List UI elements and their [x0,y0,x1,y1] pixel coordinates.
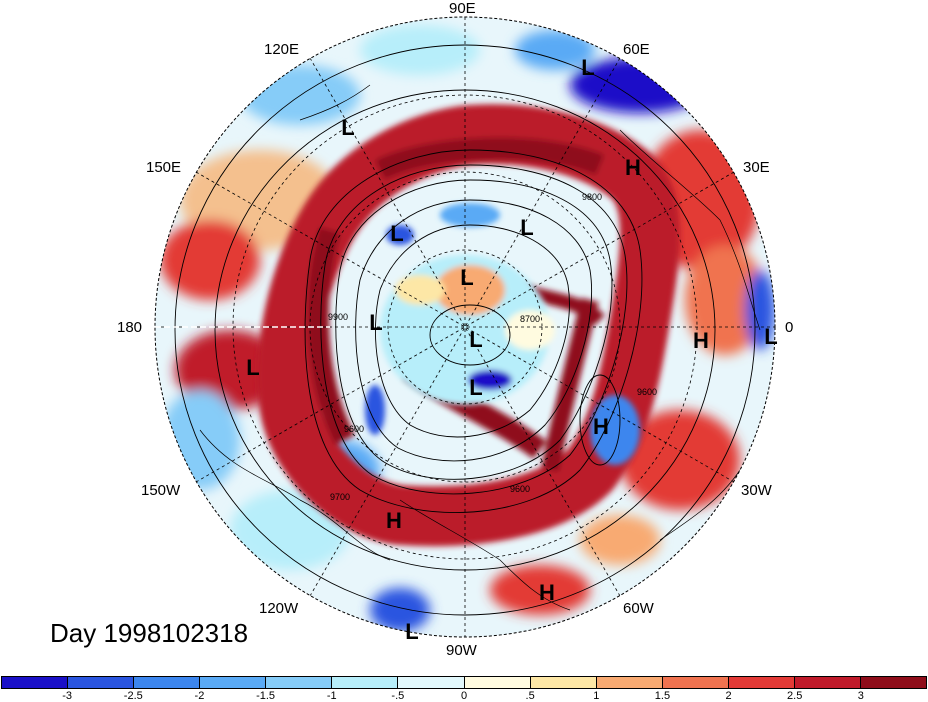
colorbar-swatch [595,677,662,688]
center-label: L [369,310,382,335]
center-label: L [581,55,594,80]
colorbar-tick-label: .5 [525,690,535,702]
lon-label-60e: 60E [623,41,650,58]
lon-label-150w: 150W [141,482,181,499]
center-label: L [341,115,354,140]
colorbar-swatch [265,677,332,688]
contour-labels: 9900 8700 9600 9800 9700 9600 9600 [328,192,657,502]
contour-label: 9600 [344,424,364,434]
colorbar-swatch [2,677,68,688]
contour-label: 8700 [520,314,540,324]
colorbar-tick-label: -.5 [391,690,405,702]
colorbar-tick-label: 3 [857,690,864,702]
center-label: H [625,155,641,180]
lon-label-180: 180 [117,319,143,336]
colorbar-swatch [331,677,398,688]
colorbar-swatch [199,677,266,688]
center-label: L [764,324,777,349]
lon-label-0: 0 [785,319,794,336]
colorbar-tick-label: -1 [326,690,337,702]
colorbar-swatch [133,677,200,688]
contour-label: 9900 [328,312,348,322]
map-title: Day 1998102318 [50,618,249,648]
lon-label-90w: 90W [446,642,477,659]
graticule [155,17,775,637]
colorbar-tick-label: 2.5 [787,690,803,702]
colorbar-swatch [397,677,464,688]
center-label: H [539,580,555,605]
center-label: L [469,327,482,352]
colorbar-ticks: -3 -2.5 -2 -1.5 -1 -.5 0 .5 1 1.5 2 2.5 3 [1,690,927,702]
center-label: L [469,375,482,400]
colorbar-swatch [860,677,927,688]
colorbar-swatch [727,677,794,688]
colorbar-swatch [529,677,596,688]
colorbar-tick-label: 1.5 [654,690,671,702]
colorbar-tick-label: -2 [194,690,205,702]
colorbar-tick-label: 0 [460,690,468,702]
pressure-centers: L L H L L L L L L L L H L H H H L [246,55,777,644]
center-label: H [693,328,709,353]
lon-label-30w: 30W [741,482,772,499]
colorbar-tick-label: -1.5 [256,690,276,702]
colorbar-tick-label: 2 [725,690,732,702]
contour-label: 9600 [637,387,657,397]
colorbar-tick-label: -3 [62,690,73,702]
colorbar-swatch [463,677,530,688]
colorbar-swatch [793,677,861,688]
colorbar-tick-label: 1 [593,690,600,702]
colorbar-tick-label: -2.5 [123,690,143,702]
center-label: L [390,221,403,246]
center-label: L [246,355,259,380]
colorbar-swatch [67,677,134,688]
lon-label-90e: 90E [449,0,476,17]
center-label: H [386,508,402,533]
center-label: H [593,414,609,439]
lon-label-150e: 150E [146,159,182,176]
lon-label-30e: 30E [743,159,770,176]
lon-label-60w: 60W [623,600,654,617]
contour-label: 9600 [510,484,530,494]
lon-label-120e: 120E [264,41,300,58]
center-label: L [460,265,473,290]
center-label: L [520,215,533,240]
center-label: L [405,619,418,644]
colorbar [1,676,927,689]
lon-label-120w: 120W [259,600,299,617]
colorbar-swatch [661,677,728,688]
contour-label: 9800 [582,192,602,202]
map-boundary [154,16,776,638]
contour-label: 9700 [330,492,350,502]
